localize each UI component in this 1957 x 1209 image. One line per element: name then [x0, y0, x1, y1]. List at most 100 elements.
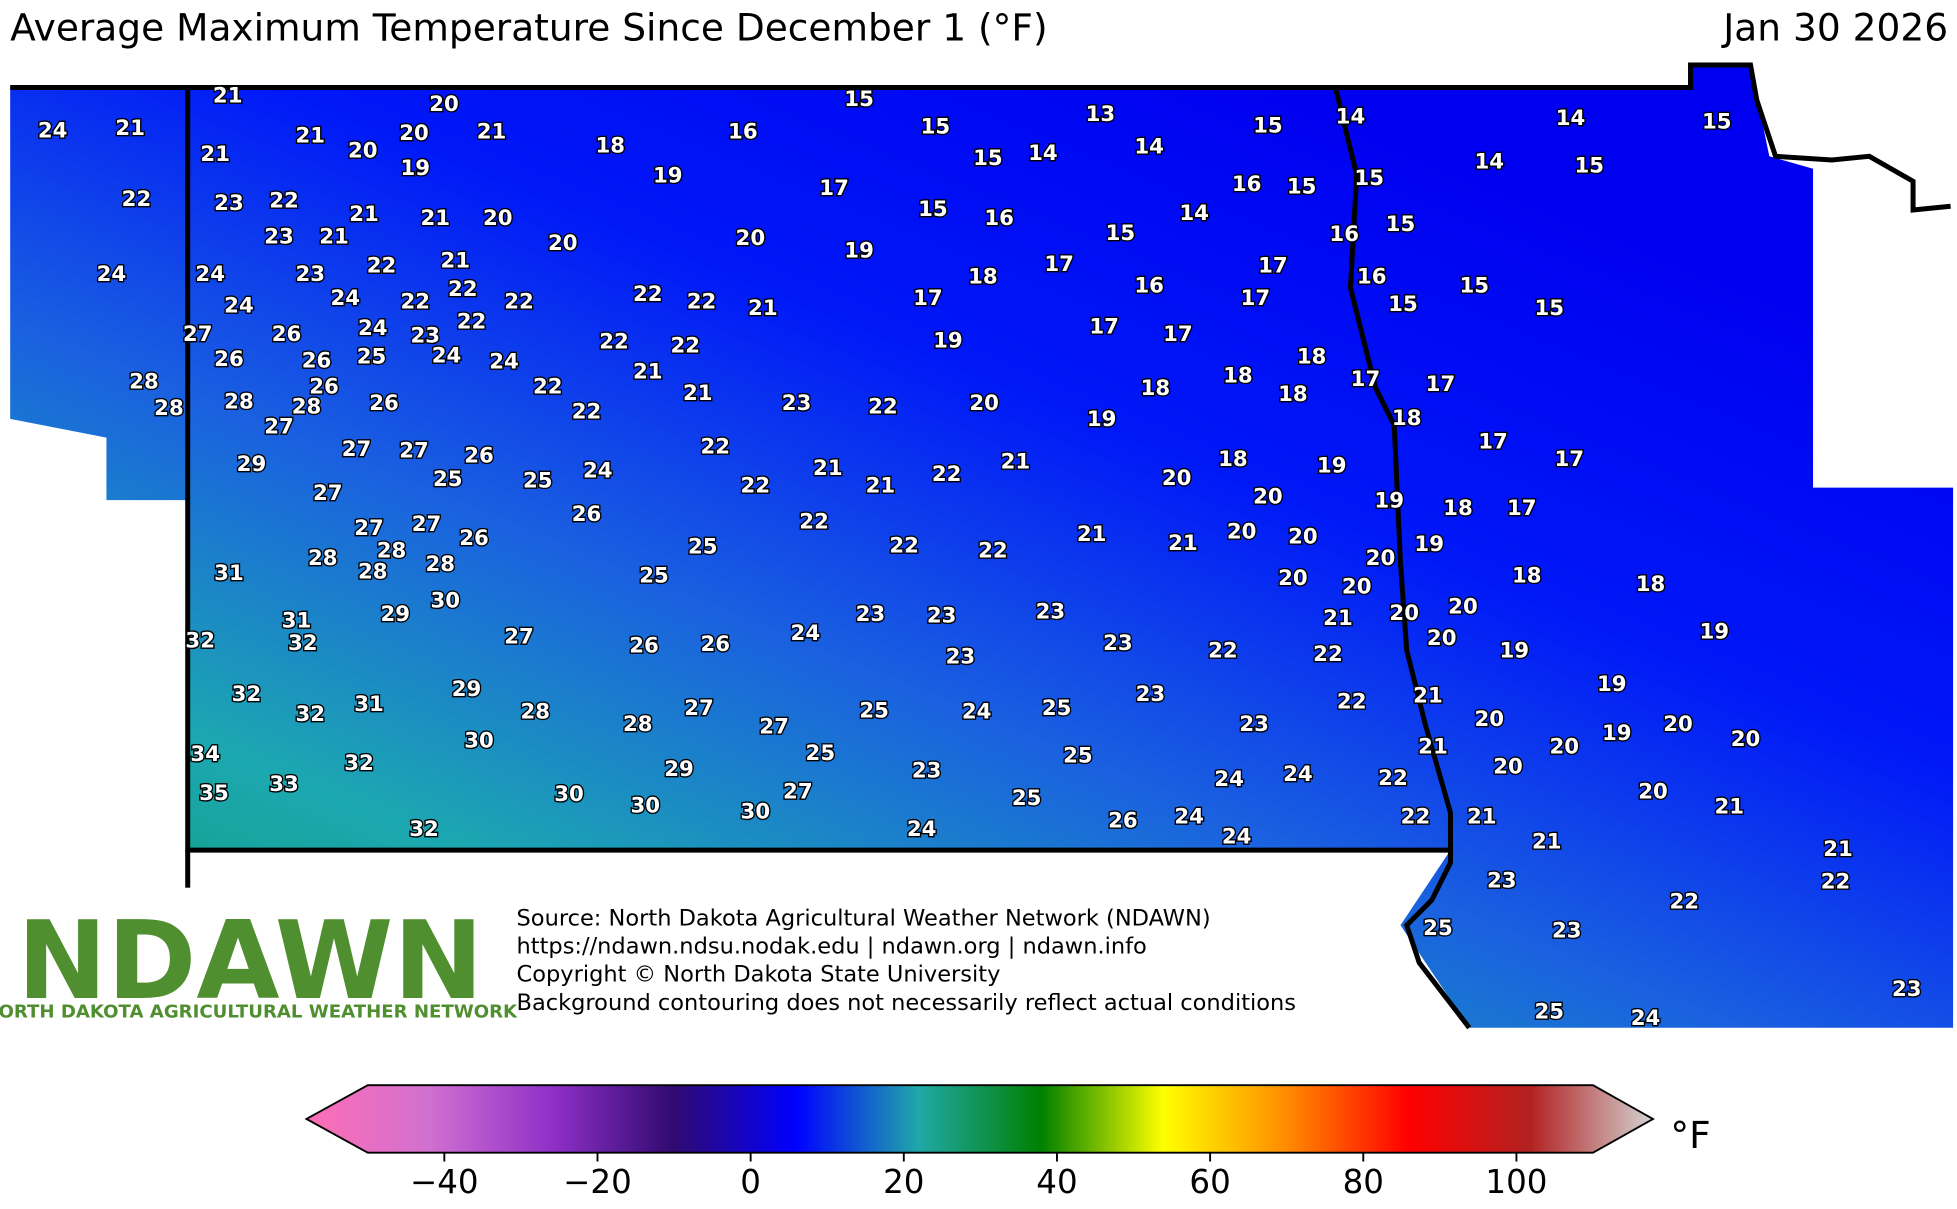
station-value: 21	[1077, 522, 1107, 547]
station-value: 14	[1134, 135, 1164, 160]
station-value: 22	[687, 290, 717, 315]
station-value: 24	[1174, 805, 1204, 830]
station-value: 15	[1253, 113, 1283, 138]
station-value: 15	[1702, 110, 1732, 135]
station-value: 32	[288, 631, 318, 656]
station-value: 23	[1239, 712, 1269, 737]
station-value: 15	[921, 115, 951, 140]
station-value: 28	[308, 546, 338, 571]
station-value: 27	[264, 415, 294, 440]
station-value: 24	[1222, 825, 1252, 850]
station-value: 17	[1478, 430, 1508, 455]
station-value: 20	[1342, 575, 1372, 600]
station-value: 23	[1103, 631, 1133, 656]
station-value: 20	[1731, 727, 1761, 752]
station-value: 22	[269, 188, 299, 213]
station-value: 21	[115, 116, 145, 141]
station-value: 31	[282, 608, 312, 633]
station-value: 25	[523, 468, 553, 493]
station-value: 19	[1317, 453, 1347, 478]
station-value: 34	[190, 742, 220, 767]
logo-name: NDAWN	[17, 899, 483, 1024]
station-value: 30	[741, 800, 771, 825]
station-value: 28	[154, 396, 184, 421]
station-value: 18	[1278, 382, 1308, 407]
station-value: 25	[1012, 786, 1042, 811]
station-value: 19	[1597, 672, 1627, 697]
station-value: 22	[868, 395, 898, 420]
colorbar-tick-label: 20	[883, 1163, 924, 1201]
station-value: 19	[933, 328, 963, 353]
station-value: 28	[358, 560, 388, 585]
station-value: 20	[429, 92, 459, 117]
station-value: 18	[1218, 447, 1248, 472]
station-value: 29	[452, 677, 482, 702]
station-value: 32	[344, 751, 374, 776]
station-value: 19	[1414, 532, 1444, 557]
station-value: 20	[483, 206, 513, 231]
station-value: 20	[1227, 520, 1257, 545]
station-value: 32	[232, 682, 262, 707]
station-value: 18	[1512, 563, 1542, 588]
station-value: 23	[1036, 600, 1066, 625]
station-value: 20	[1288, 525, 1318, 550]
region	[10, 65, 1954, 1028]
colorbar-tick-label: 60	[1189, 1163, 1230, 1201]
station-value: 20	[736, 226, 766, 251]
station-value: 24	[97, 262, 127, 287]
station-value: 22	[1337, 690, 1367, 715]
station-value: 23	[1136, 682, 1166, 707]
station-value: 17	[1258, 253, 1288, 278]
station-value: 26	[701, 632, 731, 657]
station-value: 21	[1823, 837, 1853, 862]
station-value: 17	[1426, 372, 1456, 397]
station-value: 21	[1413, 683, 1443, 708]
station-value: 19	[1087, 407, 1117, 432]
station-value: 24	[1214, 767, 1244, 792]
station-value: 21	[748, 296, 778, 321]
station-value: 35	[199, 781, 229, 806]
station-value: 27	[183, 322, 213, 347]
station-value: 24	[1631, 1006, 1661, 1031]
station-value: 31	[214, 561, 244, 586]
station-value: 25	[1063, 743, 1093, 768]
station-value: 14	[1028, 141, 1058, 166]
station-value: 15	[1386, 212, 1416, 237]
station-value: 27	[504, 625, 534, 650]
station-value: 31	[354, 692, 384, 717]
station-value: 21	[1532, 830, 1562, 855]
station-value: 30	[464, 728, 494, 753]
station-value: 15	[973, 146, 1003, 171]
station-value: 22	[671, 333, 701, 358]
station-value: 21	[1467, 805, 1497, 830]
station-value: 22	[504, 290, 534, 315]
station-value: 26	[572, 502, 602, 527]
station-value: 26	[214, 347, 244, 372]
station-value: 21	[1001, 450, 1031, 475]
station-value: 27	[313, 481, 343, 506]
station-value: 20	[548, 231, 578, 256]
station-value: 20	[1253, 485, 1283, 510]
station-value: 21	[200, 142, 230, 167]
credit-line: Source: North Dakota Agricultural Weathe…	[517, 905, 1211, 931]
station-value: 18	[1141, 376, 1171, 401]
station-value: 26	[459, 526, 489, 551]
station-value: 26	[1108, 808, 1138, 833]
station-value: 25	[688, 535, 718, 560]
station-value: 16	[1232, 172, 1262, 197]
station-value: 17	[1241, 286, 1271, 311]
station-value: 28	[129, 370, 159, 395]
station-value: 25	[1534, 1000, 1564, 1025]
station-value: 22	[889, 533, 919, 558]
station-value: 15	[1287, 175, 1317, 200]
station-value: 15	[1354, 166, 1384, 191]
station-value: 28	[377, 538, 407, 563]
station-value: 22	[799, 510, 829, 535]
station-value: 23	[927, 603, 957, 628]
station-value: 24	[791, 621, 821, 646]
station-value: 26	[302, 348, 332, 373]
station-value: 18	[1297, 345, 1327, 370]
station-value: 15	[1574, 153, 1604, 178]
station-value: 19	[1699, 620, 1729, 645]
title: Average Maximum Temperature Since Decemb…	[10, 6, 1047, 50]
